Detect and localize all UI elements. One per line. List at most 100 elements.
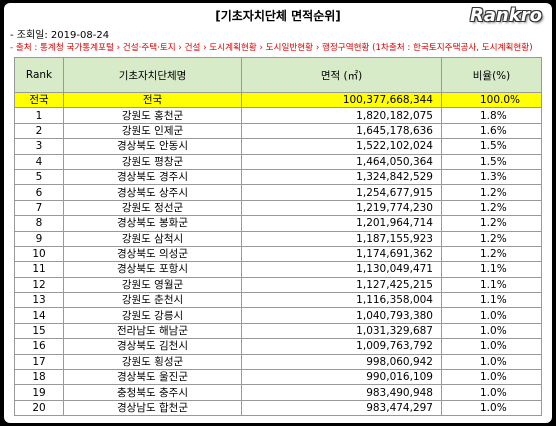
table-cell: 1,031,329,687 bbox=[241, 322, 442, 340]
table-cell: 1.2% bbox=[441, 199, 542, 217]
table-cell: 1,219,774,230 bbox=[241, 199, 442, 217]
table-cell: 1,040,793,380 bbox=[241, 307, 442, 324]
table-cell: 강원도 평창군 bbox=[63, 153, 242, 170]
table-cell: 강원도 강릉시 bbox=[63, 307, 242, 324]
table-row: 5 경상북도 경주시 1,324,842,529 1.3% bbox=[14, 168, 542, 186]
table-cell: 1.0% bbox=[441, 353, 542, 371]
table-cell: 3 bbox=[14, 138, 64, 155]
table-cell: 7 bbox=[14, 199, 64, 217]
table-cell: 전라남도 해남군 bbox=[63, 322, 242, 340]
table-cell: 1,645,178,636 bbox=[241, 122, 442, 140]
table-row: 19 충청북도 충주시 983,490,948 1.0% bbox=[14, 384, 542, 401]
source: - 출처 : 통계청 국가통계포털 › 건설·주택·토지 › 건설 › 도시계획… bbox=[10, 43, 533, 53]
table-cell: 2 bbox=[14, 122, 64, 140]
table-cell: 1.0% bbox=[441, 338, 542, 355]
table-cell: 15 bbox=[14, 322, 64, 340]
table-cell: 16 bbox=[14, 338, 64, 355]
table-cell: 경상북도 김천시 bbox=[63, 338, 242, 355]
table-cell: 강원도 횡성군 bbox=[63, 353, 242, 371]
table-cell: 1.8% bbox=[441, 107, 542, 124]
table-cell: 13 bbox=[14, 292, 64, 309]
table-cell: 강원도 춘천시 bbox=[63, 292, 242, 309]
table-cell: 14 bbox=[14, 307, 64, 324]
table-cell: 20 bbox=[14, 399, 64, 417]
table-cell: 1 bbox=[14, 107, 64, 124]
table-cell: 경상북도 안동시 bbox=[63, 138, 242, 155]
table-cell: 1,324,842,529 bbox=[241, 168, 442, 186]
table-cell: 12 bbox=[14, 276, 64, 294]
table-cell: 강원도 정선군 bbox=[63, 199, 242, 217]
table-cell: 19 bbox=[14, 384, 64, 401]
table-cell: 경상북도 포항시 bbox=[63, 261, 242, 278]
table-cell: 17 bbox=[14, 353, 64, 371]
table-cell: 1,009,763,792 bbox=[241, 338, 442, 355]
table-row: 18 경상북도 울진군 990,016,109 1.0% bbox=[14, 369, 542, 386]
table-row: 7 강원도 정선군 1,219,774,230 1.2% bbox=[14, 199, 542, 217]
table-row: 13 강원도 춘천시 1,116,358,004 1.1% bbox=[14, 292, 542, 309]
table-cell: 1.2% bbox=[441, 215, 542, 232]
table-cell: 1.5% bbox=[441, 153, 542, 170]
table-cell: 1,187,155,923 bbox=[241, 230, 442, 247]
table-cell: 강원도 홍천군 bbox=[63, 107, 242, 124]
table-cell: 1,254,677,915 bbox=[241, 184, 442, 201]
table-cell: 경상북도 상주시 bbox=[63, 184, 242, 201]
table-cell: 18 bbox=[14, 369, 64, 386]
table-cell: 1.2% bbox=[441, 245, 542, 263]
table-row: 11 경상북도 포항시 1,130,049,471 1.1% bbox=[14, 261, 542, 278]
table-cell: 4 bbox=[14, 153, 64, 170]
table-cell: 1.0% bbox=[441, 322, 542, 340]
table-cell: 1,820,182,075 bbox=[241, 107, 442, 124]
table-cell: 9 bbox=[14, 230, 64, 247]
table-cell: 강원도 삼척시 bbox=[63, 230, 242, 247]
table-cell: 990,016,109 bbox=[241, 369, 442, 386]
table-row: 전국 전국 100,377,668,344 100.0% bbox=[14, 91, 542, 109]
table-cell: 1.0% bbox=[441, 307, 542, 324]
table-row: 14 강원도 강릉시 1,040,793,380 1.0% bbox=[14, 307, 542, 324]
table-row: 1 강원도 홍천군 1,820,182,075 1.8% bbox=[14, 107, 542, 124]
table-cell: 전국 bbox=[14, 91, 64, 109]
table-row: 12 강원도 영월군 1,127,425,215 1.1% bbox=[14, 276, 542, 294]
table-cell: 1,116,358,004 bbox=[241, 292, 442, 309]
table-cell: 경상북도 울진군 bbox=[63, 369, 242, 386]
table-cell: 경상북도 의성군 bbox=[63, 245, 242, 263]
table-cell: 1,127,425,215 bbox=[241, 276, 442, 294]
table-cell: 100.0% bbox=[441, 91, 542, 109]
table-cell: 1.3% bbox=[441, 168, 542, 186]
table-cell: 경상북도 경주시 bbox=[63, 168, 242, 186]
table-cell: 10 bbox=[14, 245, 64, 263]
table-cell: 100,377,668,344 bbox=[241, 91, 442, 109]
table-cell: 1.0% bbox=[441, 384, 542, 401]
table-cell: 1,201,964,714 bbox=[241, 215, 442, 232]
table-cell: 8 bbox=[14, 215, 64, 232]
table-cell: 1.1% bbox=[441, 292, 542, 309]
table-cell: 983,474,297 bbox=[241, 399, 442, 417]
table-cell: 경상남도 합천군 bbox=[63, 399, 242, 417]
table-row: 17 강원도 횡성군 998,060,942 1.0% bbox=[14, 353, 542, 371]
table-cell: 983,490,948 bbox=[241, 384, 442, 401]
table-row: 2 강원도 인제군 1,645,178,636 1.6% bbox=[14, 122, 542, 140]
table-cell: 경상북도 봉화군 bbox=[63, 215, 242, 232]
table-cell: 1.0% bbox=[441, 369, 542, 386]
table-cell: 1.2% bbox=[441, 230, 542, 247]
column-header: 비율(%) bbox=[441, 57, 542, 93]
table-cell: 1.1% bbox=[441, 276, 542, 294]
table-cell: 강원도 인제군 bbox=[63, 122, 242, 140]
table-row: 6 경상북도 상주시 1,254,677,915 1.2% bbox=[14, 184, 542, 201]
table-row: 10 경상북도 의성군 1,174,691,362 1.2% bbox=[14, 245, 542, 263]
table-cell: 1.0% bbox=[441, 399, 542, 417]
column-header: Rank bbox=[14, 57, 64, 93]
table-cell: 1,522,102,024 bbox=[241, 138, 442, 155]
header-row: Rank 기초자치단체명 면적 (㎡) 비율(%) bbox=[14, 57, 542, 93]
table-cell: 1,464,050,364 bbox=[241, 153, 442, 170]
table-row: 4 강원도 평창군 1,464,050,364 1.5% bbox=[14, 153, 542, 170]
table-cell: 1.6% bbox=[441, 122, 542, 140]
table-cell: 1,174,691,362 bbox=[241, 245, 442, 263]
table-cell: 11 bbox=[14, 261, 64, 278]
table-body: 전국 전국 100,377,668,344 100.0% 1 강원도 홍천군 1,820,1… bbox=[14, 91, 542, 417]
table-cell: 1,130,049,471 bbox=[241, 261, 442, 278]
column-header: 면적 (㎡) bbox=[241, 57, 442, 93]
date: - 조회일: 2019-08-24 bbox=[10, 30, 110, 41]
table-row: 20 경상남도 합천군 983,474,297 1.0% bbox=[14, 399, 542, 417]
table-cell: 6 bbox=[14, 184, 64, 201]
